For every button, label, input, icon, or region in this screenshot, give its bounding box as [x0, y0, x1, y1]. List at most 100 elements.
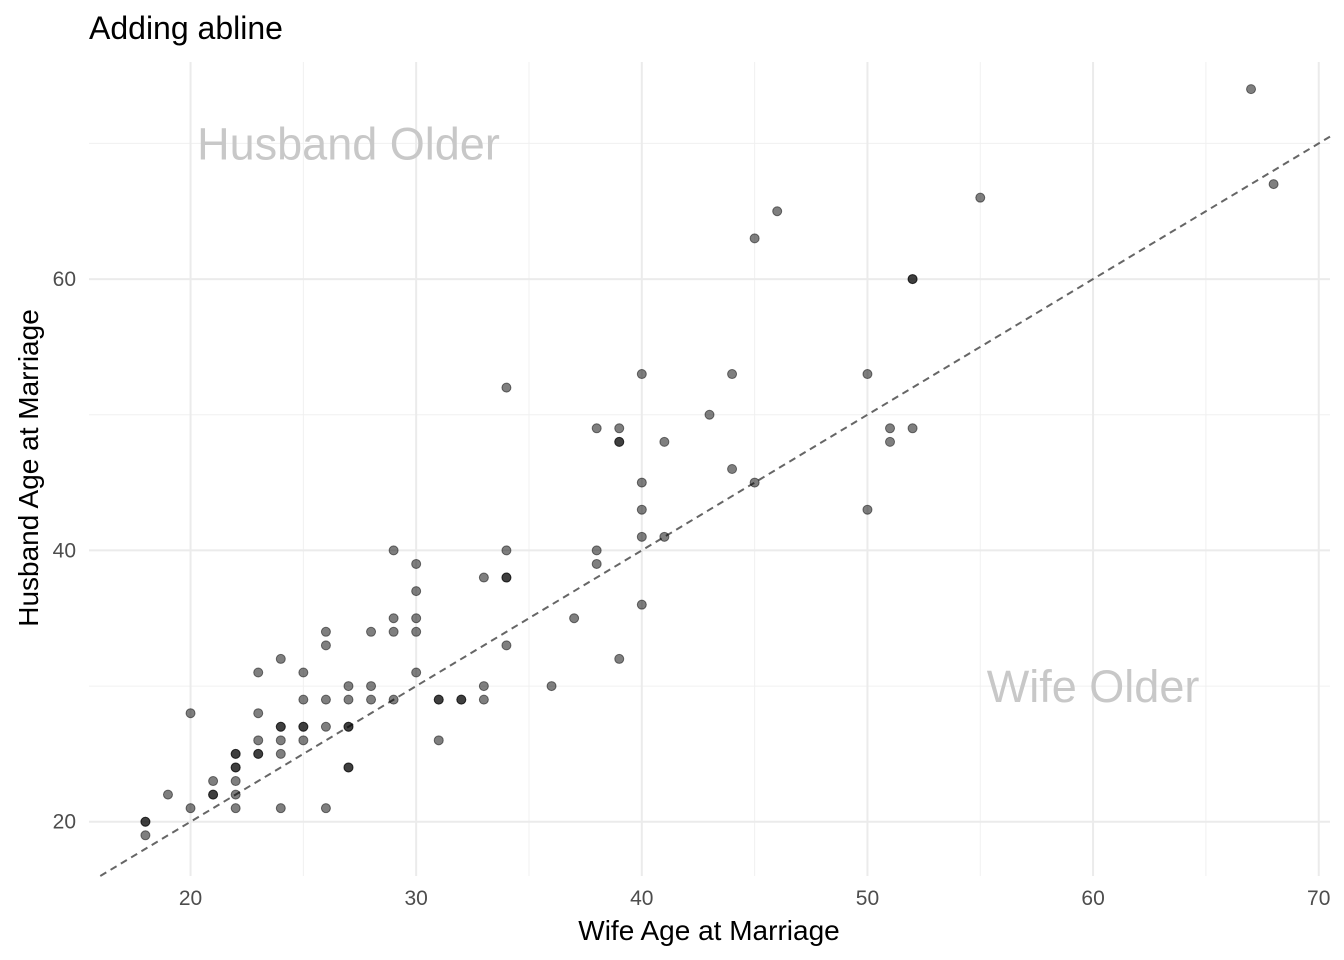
- data-point: [230, 762, 241, 773]
- data-point: [456, 694, 467, 705]
- data-point: [433, 735, 444, 746]
- data-point: [591, 545, 602, 556]
- data-point: [230, 789, 241, 800]
- data-point: [501, 572, 512, 583]
- y-tick-label: 60: [53, 268, 76, 291]
- data-point: [478, 681, 489, 692]
- data-point: [320, 721, 331, 732]
- data-point: [275, 748, 286, 759]
- data-point: [862, 504, 873, 515]
- major-gridlines: [89, 62, 1330, 876]
- data-point: [749, 233, 760, 244]
- x-axis-label: Wife Age at Marriage: [578, 915, 839, 946]
- data-point: [636, 369, 647, 380]
- data-point: [975, 192, 986, 203]
- data-point: [320, 694, 331, 705]
- x-tick-label: 40: [630, 887, 653, 910]
- data-point: [862, 369, 873, 380]
- data-point: [230, 776, 241, 787]
- data-point: [501, 640, 512, 651]
- abline: [99, 135, 1331, 877]
- data-point: [275, 735, 286, 746]
- data-point: [366, 681, 377, 692]
- data-point: [614, 653, 625, 664]
- data-point: [433, 694, 444, 705]
- data-point: [140, 816, 151, 827]
- data-point: [546, 681, 557, 692]
- data-point: [1246, 84, 1257, 95]
- data-point: [298, 694, 309, 705]
- data-point: [591, 558, 602, 569]
- annotations: Husband Older Wife Older: [197, 118, 1199, 712]
- data-point: [411, 586, 422, 597]
- data-point: [298, 667, 309, 678]
- data-point: [162, 789, 173, 800]
- data-point: [320, 626, 331, 637]
- minor-gridlines: [89, 62, 1330, 876]
- data-point: [388, 694, 399, 705]
- data-point: [208, 789, 219, 800]
- data-point: [636, 477, 647, 488]
- data-point: [411, 558, 422, 569]
- data-point: [907, 423, 918, 434]
- data-point: [478, 694, 489, 705]
- data-point: [275, 653, 286, 664]
- y-axis-label: Husband Age at Marriage: [13, 309, 44, 627]
- data-point: [388, 613, 399, 624]
- data-point: [636, 599, 647, 610]
- data-point: [659, 436, 670, 447]
- data-point: [343, 721, 354, 732]
- data-point: [185, 708, 196, 719]
- data-point: [298, 721, 309, 732]
- data-point: [1268, 179, 1279, 190]
- data-point: [253, 667, 264, 678]
- x-tick-label: 60: [1081, 887, 1104, 910]
- data-point: [614, 436, 625, 447]
- y-tick-label: 20: [53, 811, 76, 834]
- data-point: [907, 274, 918, 285]
- data-point: [478, 572, 489, 583]
- data-point: [885, 423, 896, 434]
- data-point: [366, 694, 377, 705]
- x-tick-label: 70: [1307, 887, 1330, 910]
- data-point: [230, 748, 241, 759]
- data-point: [275, 803, 286, 814]
- data-point: [501, 382, 512, 393]
- annotation-label: Husband Older: [197, 118, 500, 169]
- data-point: [749, 477, 760, 488]
- data-point: [614, 423, 625, 434]
- data-point: [569, 613, 580, 624]
- data-points: [140, 84, 1279, 841]
- data-point: [636, 531, 647, 542]
- data-point: [275, 721, 286, 732]
- y-tick-labels: 20 40 60: [53, 268, 76, 834]
- chart-title: Adding abline: [89, 10, 283, 46]
- data-point: [140, 830, 151, 841]
- data-point: [208, 776, 219, 787]
- data-point: [727, 369, 738, 380]
- data-point: [320, 640, 331, 651]
- data-point: [343, 762, 354, 773]
- data-point: [501, 545, 512, 556]
- data-point: [591, 423, 602, 434]
- data-point: [253, 748, 264, 759]
- data-point: [230, 803, 241, 814]
- data-point: [343, 694, 354, 705]
- data-point: [704, 409, 715, 420]
- data-point: [636, 504, 647, 515]
- data-point: [320, 803, 331, 814]
- data-point: [727, 464, 738, 474]
- y-tick-label: 40: [53, 539, 76, 562]
- data-point: [253, 708, 264, 719]
- data-point: [366, 626, 377, 637]
- x-tick-labels: 20 30 40 50 60 70: [179, 887, 1331, 910]
- data-point: [298, 735, 309, 746]
- data-point: [411, 613, 422, 624]
- data-point: [885, 436, 896, 447]
- data-point: [343, 681, 354, 692]
- data-point: [388, 626, 399, 637]
- data-point: [411, 667, 422, 678]
- data-point: [772, 206, 783, 217]
- annotation-label: Wife Older: [987, 661, 1200, 712]
